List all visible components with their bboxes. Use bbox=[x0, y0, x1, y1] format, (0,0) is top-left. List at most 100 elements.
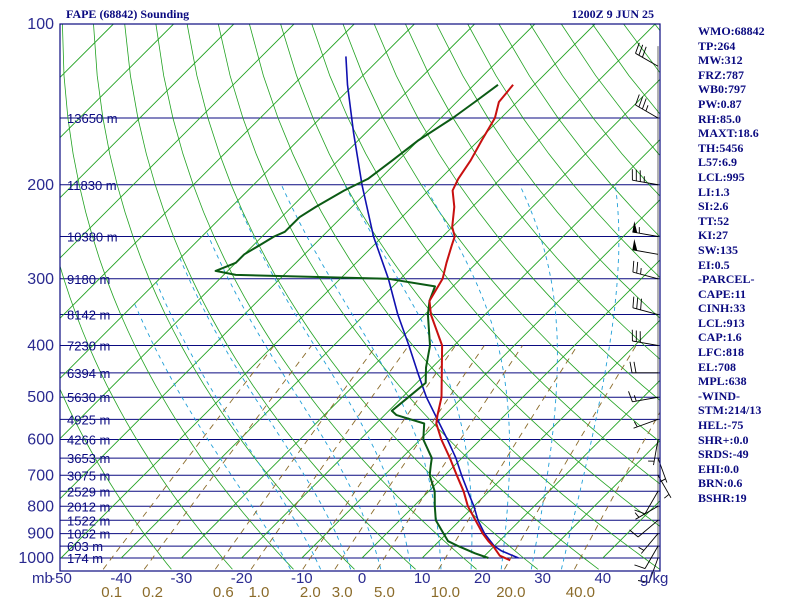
pressure-label: 900 bbox=[27, 526, 54, 543]
mixing-ratio-label: 5.0 bbox=[374, 584, 395, 600]
temperature-tick-label: -40 bbox=[110, 570, 132, 587]
stat-item: KI:27 bbox=[698, 228, 728, 243]
isotherm-line bbox=[301, 199, 660, 559]
stat-item: PW:0.87 bbox=[698, 96, 742, 111]
stat-item: STM:214/13 bbox=[698, 403, 762, 418]
stat-item: CINH:33 bbox=[698, 301, 746, 316]
temperature-tick-label: 40 bbox=[594, 570, 611, 587]
isotherm-line bbox=[60, 24, 415, 380]
height-label: 2529 m bbox=[67, 484, 110, 499]
pressure-label: 300 bbox=[27, 271, 54, 288]
isotherm-line bbox=[241, 138, 660, 559]
height-label: 10380 m bbox=[67, 229, 118, 244]
height-label: 9180 m bbox=[67, 272, 110, 287]
mixing-ratio-line bbox=[504, 345, 637, 570]
stat-item: -PARCEL- bbox=[698, 272, 755, 287]
dry-adiabat-line bbox=[124, 24, 416, 570]
dry-adiabat-line bbox=[249, 24, 660, 570]
temperature-tick-label: 10 bbox=[414, 570, 431, 587]
isotherm-line bbox=[60, 24, 536, 500]
mixing-ratio-line bbox=[302, 345, 456, 570]
stat-item: HEL:-75 bbox=[698, 418, 744, 433]
wind-barb bbox=[635, 94, 659, 119]
isotherm-line bbox=[482, 379, 660, 559]
height-label: 3653 m bbox=[67, 451, 110, 466]
stat-item: L57:6.9 bbox=[698, 155, 737, 170]
wind-barb bbox=[628, 391, 659, 403]
stat-item: LI:1.3 bbox=[698, 184, 730, 199]
height-label: 11830 m bbox=[67, 178, 117, 193]
wind-barb bbox=[638, 557, 659, 583]
mixing-ratio-line bbox=[438, 345, 578, 570]
mixing-ratio-label: 3.0 bbox=[332, 584, 353, 600]
wind-barbs bbox=[628, 42, 672, 583]
mixing-ratio-line bbox=[143, 345, 312, 570]
pressure-label: 600 bbox=[27, 432, 54, 449]
wind-barb bbox=[631, 169, 659, 186]
height-label: 6394 m bbox=[67, 366, 110, 381]
height-label: 174 m bbox=[67, 551, 103, 566]
dewpoint-trace bbox=[214, 83, 499, 559]
stat-item: BRN:0.6 bbox=[698, 476, 743, 491]
dry-adiabat-line bbox=[311, 24, 660, 485]
pressure-label: 200 bbox=[27, 177, 54, 194]
dry-adiabat-line bbox=[342, 24, 660, 443]
height-label: 1052 m bbox=[67, 527, 110, 542]
dry-adiabat-line bbox=[186, 24, 538, 570]
isotherm-line bbox=[542, 439, 660, 559]
height-label: 4925 m bbox=[67, 412, 110, 427]
temperature-tick-label: -50 bbox=[50, 570, 72, 587]
stat-item: LFC:818 bbox=[698, 345, 744, 360]
dry-adiabat-line bbox=[436, 24, 660, 319]
height-label: 1522 m bbox=[67, 513, 110, 528]
isotherm-line bbox=[60, 24, 355, 319]
isotherm-line bbox=[60, 24, 174, 139]
pressure-label: 700 bbox=[27, 467, 54, 484]
moist-adiabat-line bbox=[280, 184, 442, 570]
dry-adiabat-line bbox=[155, 24, 477, 570]
chart-grid bbox=[60, 24, 660, 570]
stat-item: EI:0.5 bbox=[698, 257, 730, 272]
height-label: 8142 m bbox=[67, 308, 110, 323]
mixing-ratio-label: 10.0 bbox=[431, 584, 460, 600]
stat-item: LCL:995 bbox=[698, 169, 745, 184]
sounding-curves bbox=[214, 56, 519, 562]
stat-item: TH:5456 bbox=[698, 140, 744, 155]
stat-item: BSHR:19 bbox=[698, 491, 747, 505]
temperature-tick-label: -20 bbox=[231, 570, 253, 587]
mixing-ratio-line bbox=[334, 345, 485, 570]
pressure-label: 500 bbox=[27, 389, 54, 406]
height-label: 4266 m bbox=[67, 433, 110, 448]
dry-adiabat-line bbox=[467, 24, 660, 279]
stat-item: FRZ:787 bbox=[698, 67, 744, 82]
wind-barb bbox=[629, 519, 659, 538]
mixing-ratio-line bbox=[102, 345, 275, 570]
dry-adiabat-line bbox=[280, 24, 660, 527]
stat-item: -WIND- bbox=[698, 388, 740, 403]
stats-panel: WMO:68842 TP:264 MW:312 FRZ:787 WB0:797 PW:0.… bbox=[698, 24, 798, 506]
temperature-tick-label: -30 bbox=[171, 570, 193, 587]
isotherm-line bbox=[181, 78, 660, 559]
mixing-ratio-label: 0.1 bbox=[101, 584, 122, 600]
moist-adiabat-line bbox=[236, 201, 412, 570]
chart-title: FAPE (68842) Sounding bbox=[66, 7, 189, 21]
mixing-ratio-label: 20.0 bbox=[496, 584, 525, 600]
stat-item: CAP:1.6 bbox=[698, 330, 742, 345]
temperature-tick-label: -10 bbox=[291, 570, 313, 587]
temperature-tick-label: 0 bbox=[358, 570, 366, 587]
dry-adiabat-line bbox=[373, 24, 660, 401]
mixing-ratio-label: 0.6 bbox=[213, 584, 234, 600]
isotherm-line bbox=[60, 24, 235, 199]
wind-barb bbox=[635, 42, 659, 67]
moist-adiabat-line bbox=[179, 258, 352, 570]
height-label: 13650 m bbox=[67, 111, 118, 126]
isotherm-line bbox=[361, 259, 660, 559]
temperature-trace bbox=[428, 84, 514, 562]
moist-adiabat-line bbox=[423, 184, 511, 570]
isotherm-line bbox=[421, 319, 660, 559]
stat-item: SHR+:0.0 bbox=[698, 432, 749, 447]
stat-item: SW:135 bbox=[698, 242, 739, 257]
wind-barb bbox=[632, 260, 659, 280]
